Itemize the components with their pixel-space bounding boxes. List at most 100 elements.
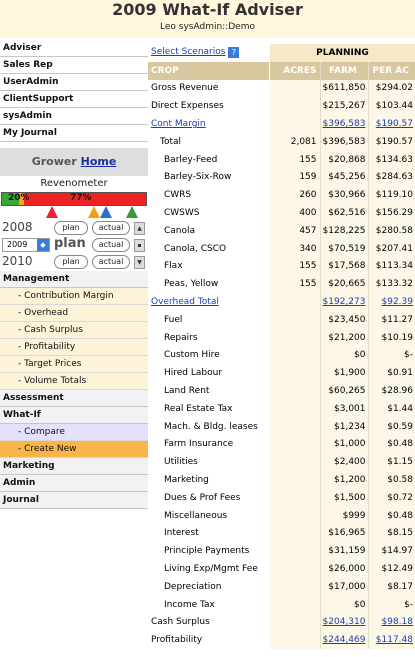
- menu-item-volume-totals[interactable]: - Volume Totals: [0, 373, 148, 390]
- acres-cell: [270, 560, 320, 578]
- menu-item-management[interactable]: Management: [0, 271, 148, 288]
- spacer: [269, 488, 270, 507]
- nav-item-sales-rep[interactable]: Sales Rep: [0, 57, 148, 74]
- table-row: Farm Insurance $1,000 $0.48: [148, 435, 415, 454]
- acres-cell: [270, 293, 320, 311]
- scroll-down-icon[interactable]: ▼: [134, 256, 145, 269]
- actual-button[interactable]: actual: [92, 255, 130, 269]
- farm-cell: $45,256: [319, 168, 368, 187]
- spacer: [269, 168, 270, 187]
- row-label: Farm Insurance: [148, 435, 269, 454]
- row-label: Custom Hire: [148, 346, 269, 365]
- nav-item-clientsupport[interactable]: ClientSupport: [0, 91, 148, 108]
- row-label: Real Estate Tax: [148, 399, 269, 418]
- nav-item-adviser[interactable]: Adviser: [0, 40, 148, 57]
- year-label: 2008: [2, 220, 33, 234]
- acres-cell: 457: [270, 221, 320, 240]
- acres-cell: [270, 115, 320, 133]
- per-ac-cell: $10.19: [367, 328, 415, 347]
- actual-button[interactable]: actual: [92, 221, 130, 235]
- select-scenarios-link[interactable]: Select Scenarios: [151, 47, 226, 58]
- spacer: [269, 364, 270, 383]
- farm-cell[interactable]: $192,273: [319, 293, 368, 311]
- per-ac-cell: $-: [367, 346, 415, 365]
- spacer: [269, 150, 270, 169]
- farm-cell[interactable]: $396,583: [319, 115, 368, 133]
- per-ac-cell[interactable]: $92.39: [367, 293, 415, 311]
- menu-item-what-if[interactable]: What-If: [0, 407, 148, 424]
- per-ac-cell: $190.57: [367, 132, 415, 151]
- farm-cell: $0: [319, 595, 368, 614]
- acres-cell: [270, 97, 320, 116]
- planning-header: PLANNING: [270, 44, 415, 62]
- row-label: Repairs: [148, 328, 269, 347]
- row-label: Cash Surplus: [148, 613, 269, 632]
- spacer: [269, 186, 270, 205]
- per-ac-cell: $0.91: [367, 364, 415, 383]
- menu-item-profitability[interactable]: - Profitability: [0, 339, 148, 356]
- per-ac-cell: $8.17: [367, 577, 415, 596]
- per-ac-cell: $294.02: [367, 79, 415, 98]
- year-select[interactable]: 2009 ◆: [2, 238, 50, 252]
- per-ac-cell: $133.32: [367, 275, 415, 294]
- table-row: Real Estate Tax $3,001 $1.44: [148, 399, 415, 418]
- table-row: Interest $16,965 $8.15: [148, 524, 415, 543]
- menu-item-marketing[interactable]: Marketing: [0, 458, 148, 475]
- table-row: Custom Hire $0 $-: [148, 346, 415, 365]
- spacer: [269, 221, 270, 240]
- farm-cell[interactable]: $204,310: [319, 613, 368, 632]
- table-row: Land Rent $60,265 $28.96: [148, 382, 415, 400]
- spacer: [269, 204, 270, 222]
- per-ac-cell: $0.48: [367, 506, 415, 525]
- spacer: [269, 79, 270, 98]
- revenometer-markers: [0, 206, 148, 220]
- col-farm: FARM: [319, 61, 368, 80]
- farm-cell: $16,965: [319, 524, 368, 543]
- marker-red-icon: [46, 206, 58, 218]
- menu-item-admin[interactable]: Admin: [0, 475, 148, 492]
- menu-item-overhead[interactable]: - Overhead: [0, 305, 148, 322]
- menu-item-contribution-margin[interactable]: - Contribution Margin: [0, 288, 148, 305]
- farm-cell: $31,159: [319, 542, 368, 561]
- acres-cell: [270, 471, 320, 489]
- table-row: Utilities $2,400 $1.15: [148, 453, 415, 472]
- table-row: Total 2,081 $396,583 $190.57: [148, 132, 415, 151]
- row-label[interactable]: Overhead Total: [148, 293, 269, 311]
- acres-cell: [270, 435, 320, 454]
- scroll-thumb[interactable]: ▪: [134, 239, 145, 252]
- menu-item-assessment[interactable]: Assessment: [0, 390, 148, 407]
- acres-cell: [270, 524, 320, 543]
- main-panel: Select Scenarios ? PLANNING CROP ACRES F…: [148, 44, 415, 650]
- plan-button[interactable]: plan: [54, 221, 88, 235]
- actual-button[interactable]: actual: [92, 238, 130, 252]
- scroll-up-icon[interactable]: ▲: [134, 222, 145, 235]
- revenometer-bar: 20% 77%: [1, 192, 147, 206]
- nav-item-sysadmin[interactable]: sysAdmin: [0, 108, 148, 125]
- menu-item-journal[interactable]: Journal: [0, 492, 148, 509]
- nav-item-my-journal[interactable]: My Journal: [0, 125, 148, 142]
- row-label: Hired Labour: [148, 364, 269, 383]
- row-label: Direct Expenses: [148, 97, 269, 116]
- farm-cell: $396,583: [319, 132, 368, 151]
- menu-item-cash-surplus[interactable]: - Cash Surplus: [0, 322, 148, 339]
- farm-cell[interactable]: $244,469: [319, 631, 368, 650]
- per-ac-cell[interactable]: $98.18: [367, 613, 415, 632]
- help-icon[interactable]: ?: [228, 47, 240, 59]
- menu-item-target-prices[interactable]: - Target Prices: [0, 356, 148, 373]
- menu-item-create-new[interactable]: - Create New: [0, 441, 148, 458]
- spacer: [269, 613, 270, 632]
- grower-home-link[interactable]: Home: [80, 155, 117, 168]
- table-row: Dues & Prof Fees $1,500 $0.72: [148, 488, 415, 507]
- table-row: Depreciation $17,000 $8.17: [148, 577, 415, 596]
- menu-item-compare[interactable]: - Compare: [0, 424, 148, 441]
- row-label: Utilities: [148, 453, 269, 472]
- spacer: [269, 61, 270, 80]
- nav-item-useradmin[interactable]: UserAdmin: [0, 74, 148, 91]
- row-label[interactable]: Cont Margin: [148, 115, 269, 133]
- plan-button[interactable]: plan: [54, 255, 88, 269]
- farm-cell: $60,265: [319, 382, 368, 400]
- per-ac-cell[interactable]: $190.57: [367, 115, 415, 133]
- spacer: [269, 44, 270, 62]
- acres-cell: [270, 506, 320, 525]
- per-ac-cell[interactable]: $117.48: [367, 631, 415, 650]
